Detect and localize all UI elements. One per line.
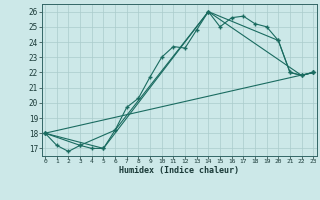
X-axis label: Humidex (Indice chaleur): Humidex (Indice chaleur): [119, 166, 239, 175]
